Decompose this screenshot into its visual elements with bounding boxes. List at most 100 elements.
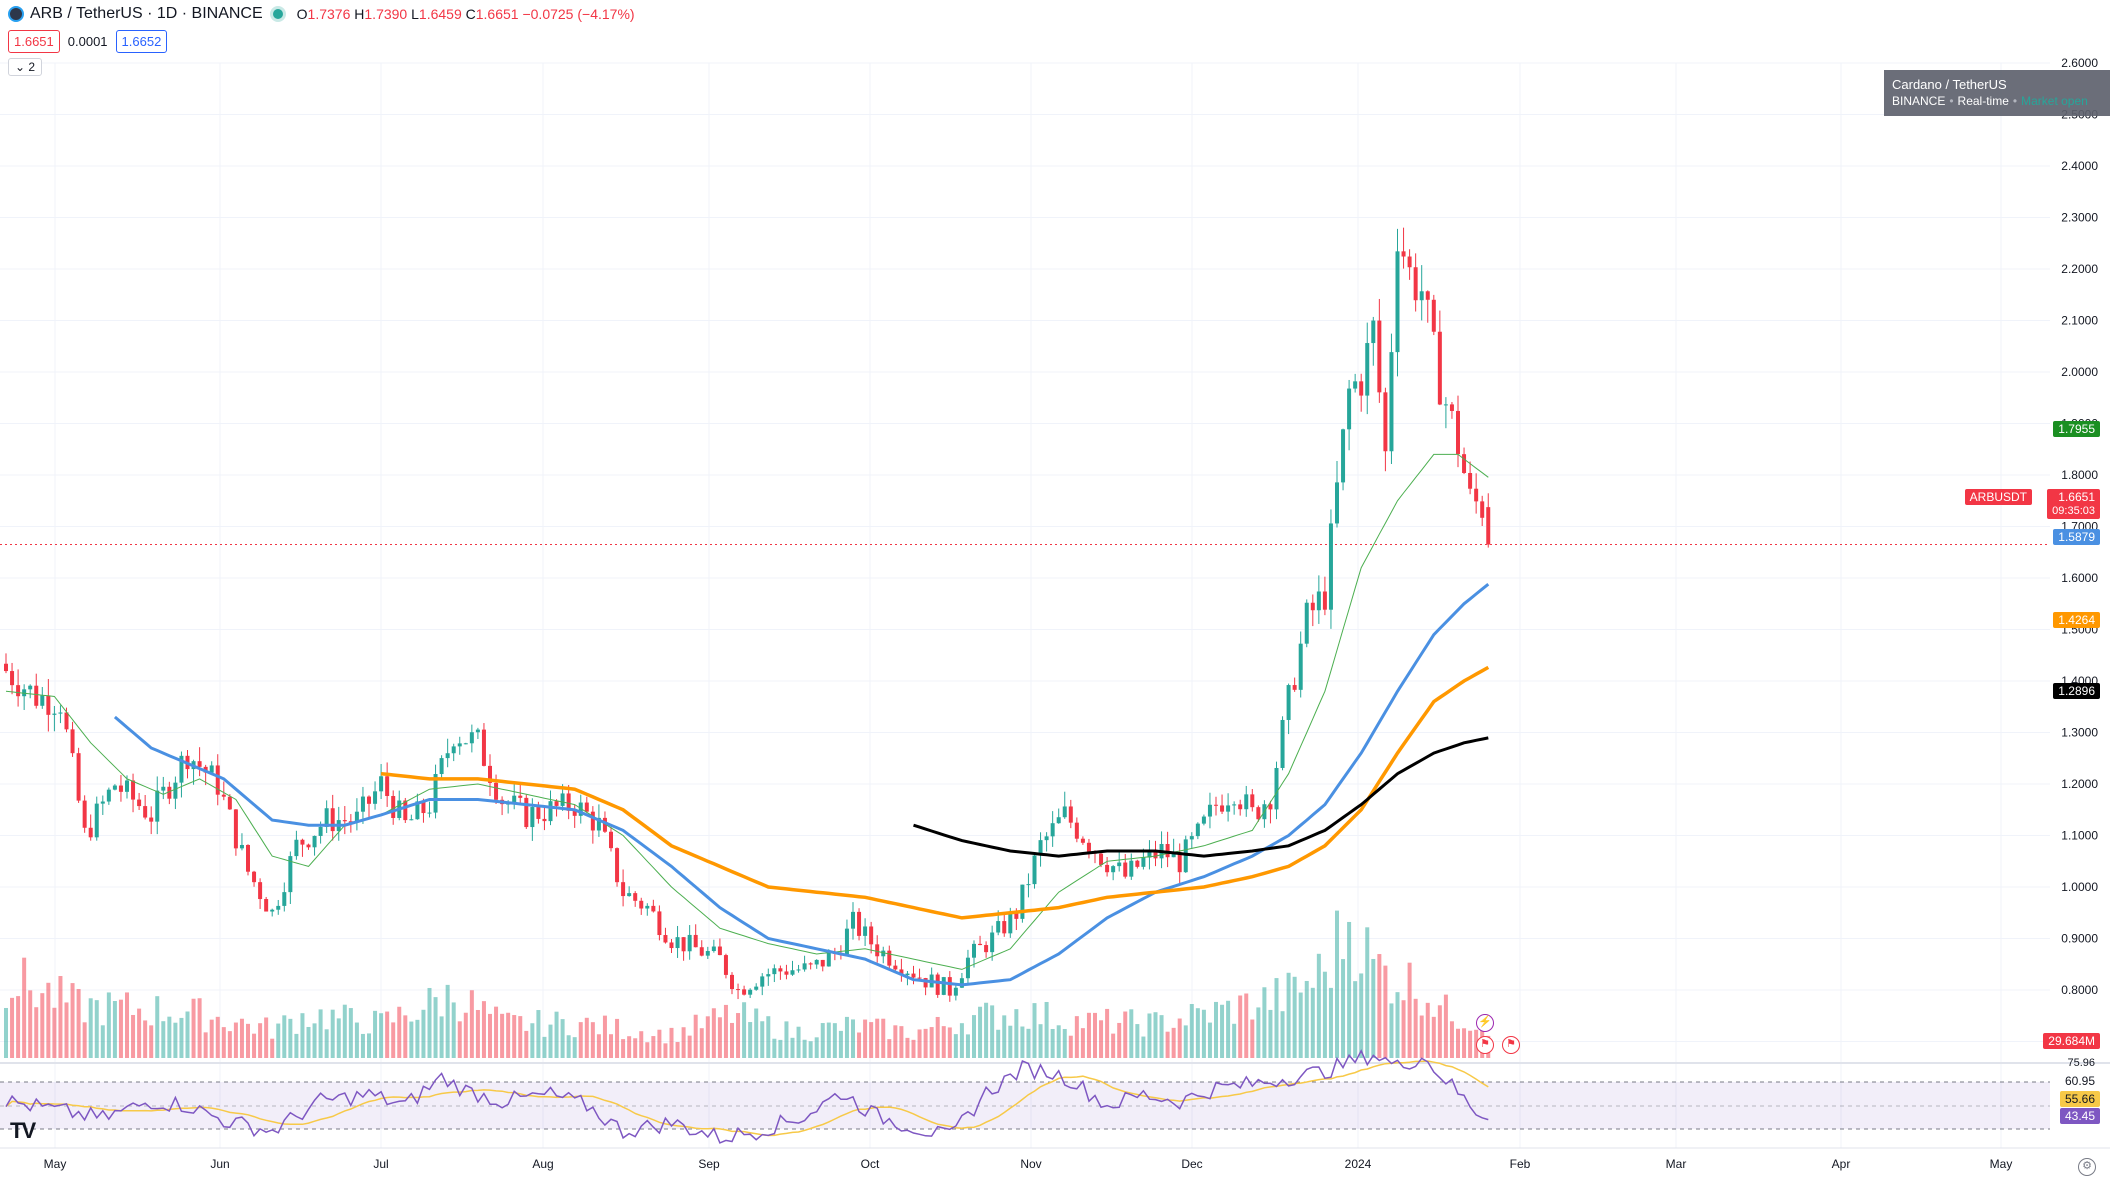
candle-body <box>917 977 922 979</box>
candle-body <box>1389 352 1394 452</box>
candle-body <box>1080 838 1085 843</box>
buy-price-button[interactable]: 1.6652 <box>115 30 168 53</box>
price-scale[interactable]: 2.60002.50002.40002.30002.20002.10002.00… <box>2061 56 2098 1049</box>
volume-bar <box>312 1023 317 1058</box>
candle-body <box>953 987 958 996</box>
volume-bar <box>736 1013 741 1058</box>
volume-bar <box>693 1014 698 1058</box>
volume-bar <box>1086 1012 1091 1058</box>
volume-bar <box>1111 1033 1116 1058</box>
volume-bar <box>403 1015 408 1058</box>
volume-bar <box>209 1019 214 1058</box>
ma-blue-line <box>113 583 1490 987</box>
volume-bar <box>1201 1009 1206 1058</box>
candle-body <box>76 753 81 801</box>
volume-bar <box>137 1008 142 1058</box>
rsi-top-label: 75.96 <box>2067 1057 2095 1069</box>
candle-body <box>808 963 813 965</box>
candle-body <box>947 977 952 996</box>
volume-bar <box>675 1042 680 1058</box>
candle-body <box>1425 291 1430 300</box>
ma-orange-line <box>380 665 1490 920</box>
candle-body <box>1474 488 1479 502</box>
volume-bar <box>463 1012 468 1058</box>
candle-body <box>1437 331 1442 405</box>
indicators-toggle-button[interactable]: ⌄ 2 <box>8 58 43 76</box>
candle-body <box>766 974 771 977</box>
us-flag-event-icon[interactable]: ⚑ <box>1476 1036 1494 1054</box>
volume-bar <box>1377 954 1382 1058</box>
volume-bar <box>1298 992 1303 1058</box>
candle-body <box>252 871 257 883</box>
volume-bar <box>1226 1000 1231 1058</box>
candle-body <box>651 905 656 912</box>
settings-gear-icon[interactable]: ⚙ <box>2078 1158 2096 1176</box>
volume-bar <box>1074 1016 1079 1058</box>
time-tick-label: Apr <box>1832 1157 1851 1171</box>
tooltip-details: BINANCE • Real-time • Market open <box>1892 94 2088 108</box>
volume-bar <box>306 1026 311 1058</box>
volume-bar <box>488 1013 492 1058</box>
volume-bar <box>633 1038 638 1058</box>
symbol-title[interactable]: ARB / TetherUS · 1D · BINANCE <box>30 5 263 22</box>
volume-bar <box>457 1021 462 1058</box>
volume-bar <box>58 976 63 1058</box>
candle-body <box>282 892 287 906</box>
volume-bar <box>385 1011 390 1058</box>
candle-body <box>863 926 868 936</box>
candle-body <box>451 746 456 754</box>
candle-body <box>131 780 136 800</box>
volume-bar <box>1431 1016 1436 1058</box>
volume-bar <box>1456 1028 1460 1058</box>
market-status-icon[interactable] <box>272 9 283 19</box>
candle-body <box>1014 912 1019 919</box>
candle-body <box>705 951 710 956</box>
candle-body <box>1347 388 1352 430</box>
volume-bar <box>1080 1028 1085 1058</box>
sell-price-button[interactable]: 1.6651 <box>8 30 60 53</box>
candle-body <box>1123 862 1128 877</box>
volume-bar <box>602 1015 607 1058</box>
candle-body <box>161 786 166 791</box>
candle-body <box>518 795 523 798</box>
volume-bar <box>264 1017 269 1058</box>
us-flag-event-icon[interactable]: ⚑ <box>1502 1036 1520 1054</box>
candle-body <box>439 758 444 775</box>
time-tick-label: Mar <box>1666 1157 1687 1171</box>
volume-bar <box>857 1032 862 1058</box>
last-price-label: 1.6651 09:35:03 <box>2047 489 2100 519</box>
candle-body <box>778 968 783 972</box>
lightning-event-icon[interactable]: ⚡ <box>1476 1014 1494 1032</box>
volume-bar <box>258 1023 263 1058</box>
candle-body <box>197 761 202 767</box>
candle-body <box>772 968 777 975</box>
candle-body <box>572 810 577 816</box>
candle-body <box>621 882 626 897</box>
rsi-ma-label: 55.66 <box>2059 1091 2100 1107</box>
volume-bar <box>832 1023 837 1058</box>
candle-body <box>1256 807 1261 820</box>
volume-bar <box>360 1033 365 1058</box>
candle-body <box>1056 817 1061 824</box>
candle-body <box>221 794 226 797</box>
volume-bar <box>1256 1007 1261 1058</box>
volume-bar <box>494 1006 499 1058</box>
volume-bar <box>681 1027 686 1058</box>
volume-bar <box>1262 987 1267 1058</box>
volume-bar <box>215 1016 220 1058</box>
volume-bar <box>161 1021 166 1058</box>
volume-bar <box>282 1015 287 1058</box>
time-axis[interactable]: May Jun Jul Aug Sep Oct Nov Dec 2024 Feb Mar Apr May <box>44 1157 2013 1171</box>
candle-body <box>1135 860 1140 867</box>
candle-body <box>1304 602 1309 644</box>
candle-body <box>1226 805 1231 812</box>
volume-bar <box>941 1026 946 1058</box>
candle-body <box>52 713 57 715</box>
volume-bar <box>469 990 474 1058</box>
volume-bar <box>784 1021 789 1058</box>
volume-bar <box>1068 1035 1073 1058</box>
volume-bar <box>1389 1003 1394 1058</box>
volume-bar <box>542 1036 547 1058</box>
volume-bar <box>953 1034 958 1058</box>
